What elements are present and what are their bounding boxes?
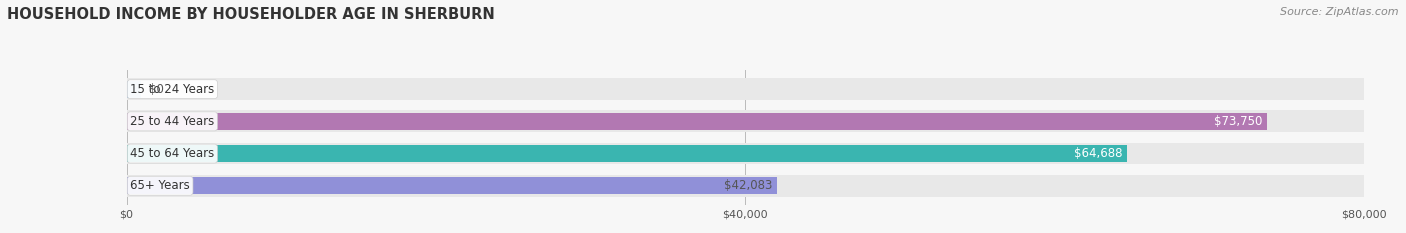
- Bar: [127, 78, 1364, 100]
- Text: HOUSEHOLD INCOME BY HOUSEHOLDER AGE IN SHERBURN: HOUSEHOLD INCOME BY HOUSEHOLDER AGE IN S…: [7, 7, 495, 22]
- Bar: [127, 113, 1267, 130]
- Bar: [127, 175, 1364, 197]
- Text: $0: $0: [149, 83, 163, 96]
- Text: 65+ Years: 65+ Years: [131, 179, 190, 192]
- Text: 25 to 44 Years: 25 to 44 Years: [131, 115, 215, 128]
- Text: 15 to 24 Years: 15 to 24 Years: [131, 83, 215, 96]
- Text: Source: ZipAtlas.com: Source: ZipAtlas.com: [1281, 7, 1399, 17]
- Text: $42,083: $42,083: [724, 179, 772, 192]
- Bar: [127, 145, 1128, 162]
- Text: 45 to 64 Years: 45 to 64 Years: [131, 147, 215, 160]
- Bar: [127, 143, 1364, 164]
- Text: $73,750: $73,750: [1213, 115, 1263, 128]
- Bar: [127, 81, 142, 98]
- Bar: [127, 177, 778, 194]
- Bar: [127, 110, 1364, 132]
- Text: $64,688: $64,688: [1074, 147, 1122, 160]
